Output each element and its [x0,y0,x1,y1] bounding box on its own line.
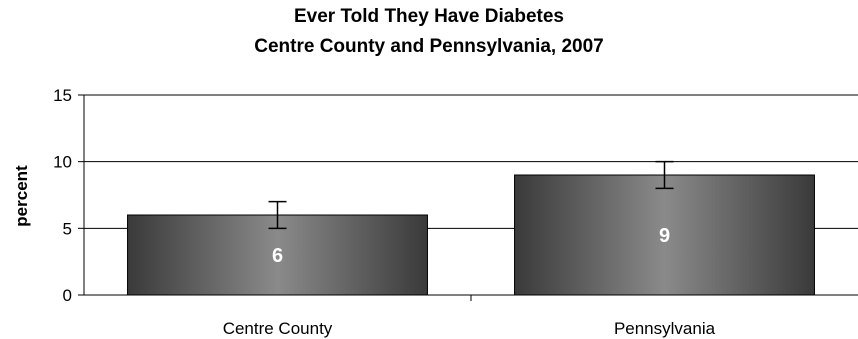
y-tick-label: 15 [53,86,72,105]
chart-subtitle: Centre County and Pennsylvania, 2007 [254,36,604,57]
x-tick-label: Centre County [223,319,333,338]
y-tick-label: 5 [63,219,72,238]
data-label: 6 [272,245,283,267]
chart-title: Ever Told They Have Diabetes [294,6,564,27]
y-tick-label: 10 [53,153,72,172]
y-axis-label: percent [12,165,31,227]
data-label: 9 [659,225,670,247]
y-tick-label: 0 [63,286,72,305]
x-tick-label: Pennsylvania [614,319,716,338]
bar [514,174,815,296]
